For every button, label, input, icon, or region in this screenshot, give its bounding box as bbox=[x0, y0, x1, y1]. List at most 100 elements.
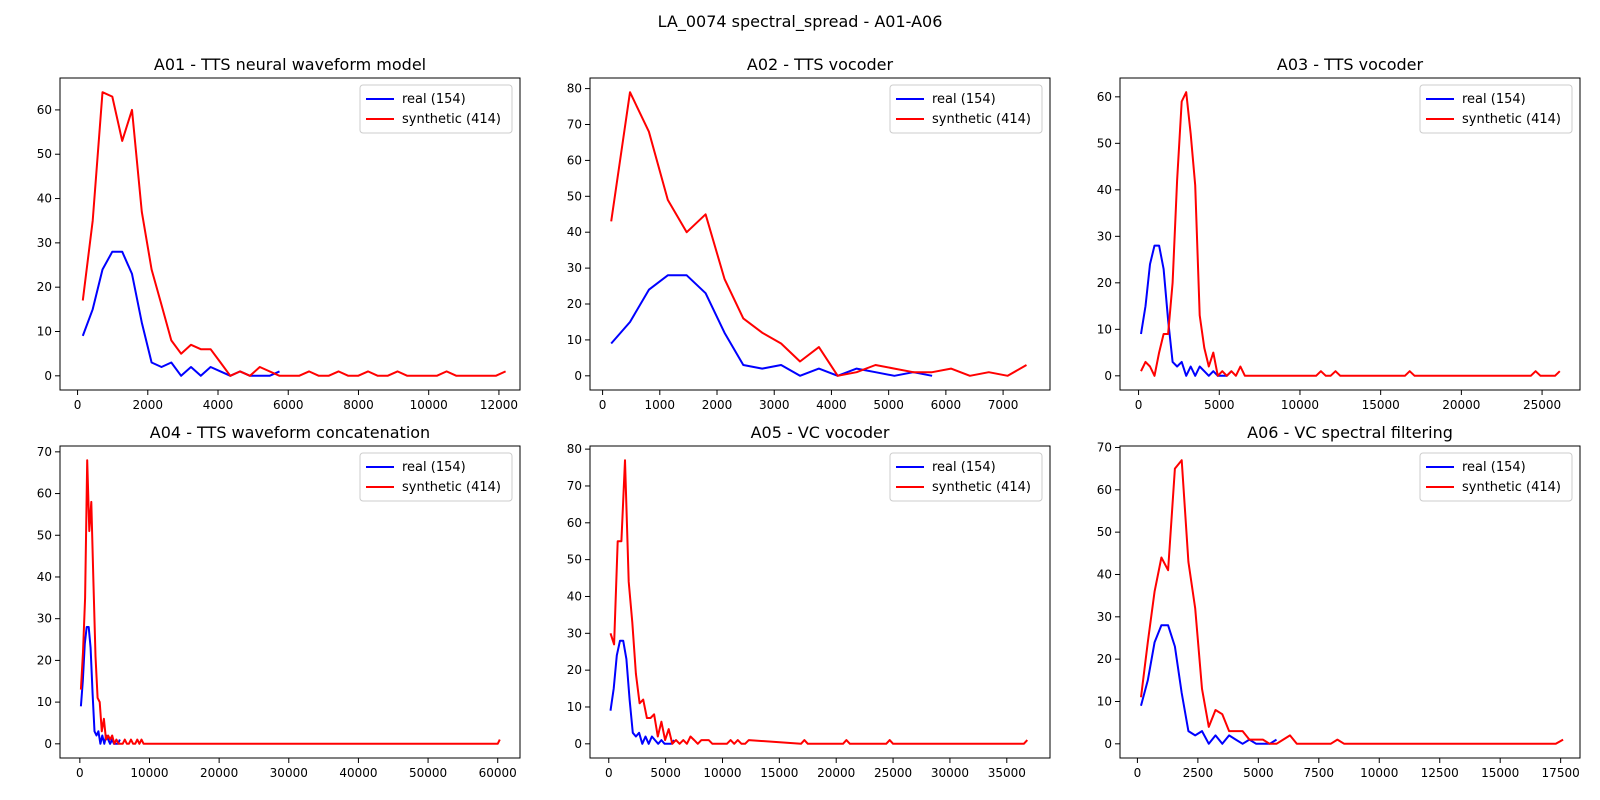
x-tick-label: 20000 bbox=[817, 766, 855, 780]
subplot-title: A03 - TTS vocoder bbox=[1277, 55, 1424, 74]
series-line-synthetic bbox=[1140, 459, 1564, 745]
y-tick-label: 40 bbox=[567, 225, 582, 239]
axes-frame bbox=[1119, 77, 1581, 391]
y-tick-label: 10 bbox=[37, 325, 52, 339]
x-tick-label: 35000 bbox=[988, 766, 1026, 780]
x-tick-label: 50000 bbox=[409, 766, 447, 780]
axes-frame bbox=[589, 77, 1051, 391]
y-tick-label: 80 bbox=[567, 442, 582, 456]
y-tick-label: 70 bbox=[1097, 440, 1112, 454]
legend: real (154) synthetic (414) bbox=[1419, 452, 1573, 502]
y-tick-label: 60 bbox=[1097, 483, 1112, 497]
y-tick-label: 60 bbox=[567, 516, 582, 530]
y-tick-label: 20 bbox=[37, 653, 52, 667]
legend-label: real (154) bbox=[402, 92, 466, 107]
legend-box bbox=[889, 84, 1043, 134]
y-tick-label: 10 bbox=[1097, 694, 1112, 708]
x-tick-label: 8000 bbox=[343, 398, 374, 412]
x-tick-label: 40000 bbox=[339, 766, 377, 780]
subplot-title: A06 - VC spectral filtering bbox=[1247, 423, 1453, 442]
legend: real (154) synthetic (414) bbox=[1419, 84, 1573, 134]
y-tick-label: 0 bbox=[44, 369, 52, 383]
x-tick-label: 0 bbox=[76, 766, 84, 780]
y-tick-label: 40 bbox=[1097, 567, 1112, 581]
x-tick-label: 15000 bbox=[1362, 398, 1400, 412]
legend-label: real (154) bbox=[932, 460, 996, 475]
x-tick-label: 25000 bbox=[1523, 398, 1561, 412]
axes-frame bbox=[589, 445, 1051, 759]
legend-label: real (154) bbox=[932, 92, 996, 107]
y-tick-label: 50 bbox=[567, 189, 582, 203]
legend: real (154) synthetic (414) bbox=[359, 84, 513, 134]
x-tick-label: 12000 bbox=[480, 398, 518, 412]
series-line-real bbox=[1140, 624, 1278, 745]
x-tick-label: 5000 bbox=[1243, 766, 1274, 780]
y-tick-label: 80 bbox=[567, 82, 582, 96]
legend-box bbox=[359, 84, 513, 134]
subplot-title: A01 - TTS neural waveform model bbox=[154, 55, 426, 74]
axes-frame bbox=[1119, 445, 1581, 759]
x-tick-label: 5000 bbox=[873, 398, 904, 412]
legend-label: synthetic (414) bbox=[402, 112, 501, 127]
x-tick-label: 15000 bbox=[760, 766, 798, 780]
y-tick-label: 20 bbox=[1097, 652, 1112, 666]
x-tick-label: 10000 bbox=[703, 766, 741, 780]
x-tick-label: 20000 bbox=[1442, 398, 1480, 412]
x-tick-label: 10000 bbox=[410, 398, 448, 412]
x-tick-label: 0 bbox=[1134, 766, 1142, 780]
y-tick-label: 70 bbox=[567, 117, 582, 131]
series-line-synthetic bbox=[79, 459, 501, 745]
x-tick-label: 1000 bbox=[645, 398, 676, 412]
x-tick-label: 4000 bbox=[203, 398, 234, 412]
subplot-title: A02 - TTS vocoder bbox=[747, 55, 894, 74]
series-line-synthetic bbox=[1140, 91, 1561, 377]
x-tick-label: 2000 bbox=[702, 398, 733, 412]
y-tick-label: 10 bbox=[37, 695, 52, 709]
legend-label: synthetic (414) bbox=[1462, 480, 1561, 495]
y-tick-label: 40 bbox=[567, 589, 582, 603]
y-tick-label: 70 bbox=[567, 479, 582, 493]
x-tick-label: 2000 bbox=[133, 398, 164, 412]
legend-box bbox=[889, 452, 1043, 502]
x-tick-label: 3000 bbox=[759, 398, 790, 412]
y-tick-label: 0 bbox=[1104, 369, 1112, 383]
legend: real (154) synthetic (414) bbox=[359, 452, 513, 502]
x-tick-label: 12500 bbox=[1421, 766, 1459, 780]
y-tick-label: 20 bbox=[567, 663, 582, 677]
x-tick-label: 0 bbox=[74, 398, 82, 412]
legend: real (154) synthetic (414) bbox=[889, 452, 1043, 502]
y-tick-label: 40 bbox=[37, 570, 52, 584]
subplot-2: A02 - TTS vocoder 0 1000 2000 3000 4000 5000 60… bbox=[567, 55, 1051, 412]
series-line-synthetic bbox=[609, 459, 1029, 745]
y-tick-label: 0 bbox=[574, 737, 582, 751]
legend-box bbox=[359, 452, 513, 502]
x-tick-label: 17500 bbox=[1542, 766, 1580, 780]
x-tick-label: 5000 bbox=[1204, 398, 1235, 412]
y-tick-label: 0 bbox=[44, 737, 52, 751]
legend-box bbox=[1419, 452, 1573, 502]
axes-frame bbox=[59, 77, 521, 391]
series-line-real bbox=[610, 274, 933, 377]
figure-title: LA_0074 spectral_spread - A01-A06 bbox=[657, 12, 943, 31]
x-tick-label: 2500 bbox=[1183, 766, 1214, 780]
x-tick-label: 6000 bbox=[273, 398, 304, 412]
subplot-title: A05 - VC vocoder bbox=[751, 423, 890, 442]
y-tick-label: 30 bbox=[1097, 229, 1112, 243]
y-tick-label: 30 bbox=[567, 261, 582, 275]
y-tick-label: 30 bbox=[37, 236, 52, 250]
y-tick-label: 60 bbox=[1097, 90, 1112, 104]
series-line-synthetic bbox=[610, 91, 1027, 377]
y-tick-label: 70 bbox=[37, 445, 52, 459]
x-tick-label: 0 bbox=[1135, 398, 1143, 412]
y-tick-label: 30 bbox=[37, 612, 52, 626]
y-tick-label: 50 bbox=[1097, 525, 1112, 539]
subplot-3: A03 - TTS vocoder 0 5000 10000 15000 20000 250… bbox=[1097, 55, 1581, 412]
series-line-real bbox=[79, 626, 121, 745]
x-tick-label: 15000 bbox=[1481, 766, 1519, 780]
y-tick-label: 60 bbox=[37, 103, 52, 117]
legend-label: real (154) bbox=[1462, 460, 1526, 475]
legend-label: real (154) bbox=[402, 460, 466, 475]
x-tick-label: 25000 bbox=[874, 766, 912, 780]
series-line-real bbox=[81, 250, 280, 377]
x-tick-label: 20000 bbox=[200, 766, 238, 780]
